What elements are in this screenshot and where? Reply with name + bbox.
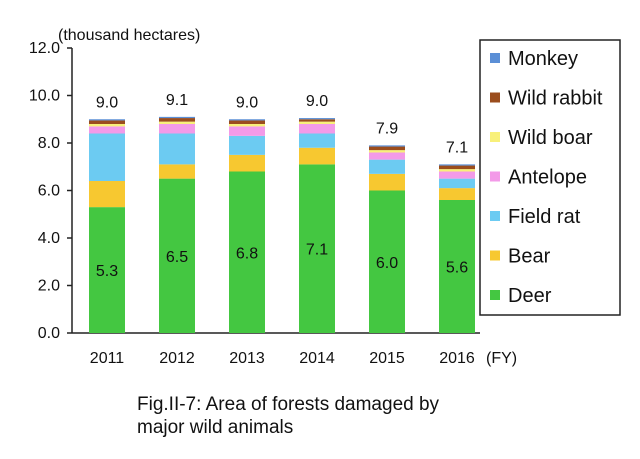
- bar-segment-bear-2016: [439, 188, 475, 200]
- legend-label-wild-rabbit: Wild rabbit: [508, 88, 603, 110]
- bar-segment-antelope-2016: [439, 171, 475, 179]
- deer-value-label-2012: 6.5: [166, 249, 188, 266]
- y-tick-label: 8.0: [38, 135, 60, 152]
- y-tick-label: 10.0: [29, 88, 60, 105]
- x-tick-label-2015: 2015: [369, 350, 405, 367]
- y-axis-unit-label: (thousand hectares): [58, 27, 200, 44]
- legend-box: [479, 39, 621, 316]
- bar-segment-wild-rabbit-2011: [89, 120, 125, 124]
- caption-line-2: major wild animals: [137, 417, 294, 438]
- legend-label-bear: Bear: [508, 246, 551, 268]
- x-tick-label-2014: 2014: [299, 350, 335, 367]
- total-label-2012: 9.1: [166, 92, 188, 109]
- total-label-2014: 9.0: [306, 93, 328, 110]
- figure-caption: Fig.II-7: Area of forests damaged by maj…: [137, 393, 537, 439]
- bar-segment-monkey-2013: [229, 119, 265, 121]
- deer-value-label-2014: 7.1: [306, 242, 328, 259]
- bar-segment-antelope-2013: [229, 126, 265, 136]
- bar-segment-antelope-2012: [159, 124, 195, 134]
- bar-segment-deer-2013: [229, 171, 265, 333]
- bar-segment-wild-rabbit-2013: [229, 120, 265, 124]
- legend-swatch-antelope: [490, 171, 500, 182]
- total-label-2016: 7.1: [446, 139, 468, 156]
- x-tick-label-2013: 2013: [229, 350, 265, 367]
- legend-swatch-field-rat: [490, 211, 500, 221]
- bar-segment-wild-rabbit-2014: [299, 119, 335, 122]
- bar-segment-wild-boar-2015: [369, 150, 405, 153]
- legend-swatch-deer: [490, 290, 500, 300]
- bar-segment-monkey-2012: [159, 116, 195, 119]
- bar-segment-wild-rabbit-2015: [369, 146, 405, 151]
- bar-segment-wild-boar-2011: [89, 124, 125, 127]
- y-tick-label: 0.0: [38, 325, 60, 342]
- x-tick-label-2016: 2016: [439, 350, 475, 367]
- bar-segment-deer-2011: [89, 207, 125, 333]
- bar-segment-monkey-2015: [369, 145, 405, 147]
- y-tick-label: 12.0: [29, 40, 60, 57]
- bar-segment-bear-2011: [89, 181, 125, 208]
- bar-segment-field-rat-2014: [299, 133, 335, 148]
- bar-segment-monkey-2014: [299, 118, 335, 120]
- bar-segment-wild-boar-2016: [439, 169, 475, 172]
- total-label-2015: 7.9: [376, 120, 398, 137]
- legend-label-field-rat: Field rat: [508, 206, 581, 228]
- bar-segment-deer-2015: [369, 190, 405, 333]
- legend-label-monkey: Monkey: [508, 48, 578, 70]
- bar-segment-field-rat-2012: [159, 133, 195, 165]
- bar-segment-monkey-2016: [439, 164, 475, 166]
- bar-segment-deer-2016: [439, 200, 475, 333]
- bar-segment-bear-2013: [229, 154, 265, 172]
- bar-segment-field-rat-2015: [369, 159, 405, 174]
- bar-segment-wild-boar-2014: [299, 121, 335, 124]
- total-label-2011: 9.0: [96, 94, 118, 111]
- deer-value-label-2013: 6.8: [236, 245, 258, 262]
- x-tick-label-2012: 2012: [159, 350, 195, 367]
- bar-segment-wild-rabbit-2012: [159, 118, 195, 122]
- legend-swatch-wild-boar: [490, 132, 500, 142]
- deer-value-label-2011: 5.3: [96, 263, 118, 280]
- deer-value-label-2015: 6.0: [376, 255, 398, 272]
- bar-segment-antelope-2015: [369, 152, 405, 160]
- legend-label-antelope: Antelope: [508, 167, 587, 189]
- deer-value-label-2016: 5.6: [446, 260, 468, 277]
- bar-segment-wild-boar-2013: [229, 124, 265, 127]
- bar-segment-deer-2012: [159, 178, 195, 333]
- y-tick-label: 6.0: [38, 183, 60, 200]
- x-tick-label-2011: 2011: [90, 350, 125, 367]
- bar-segment-deer-2014: [299, 164, 335, 333]
- x-axis-unit-label: (FY): [486, 350, 517, 367]
- bar-segment-bear-2014: [299, 147, 335, 165]
- total-label-2013: 9.0: [236, 94, 258, 111]
- legend-label-deer: Deer: [508, 285, 552, 307]
- legend-label-wild-boar: Wild boar: [508, 127, 593, 149]
- legend-swatch-monkey: [490, 53, 500, 63]
- caption-line-1: Fig.II-7: Area of forests damaged by: [137, 394, 440, 415]
- bar-segment-antelope-2014: [299, 124, 335, 134]
- bar-segment-bear-2015: [369, 173, 405, 191]
- legend-swatch-wild-rabbit: [490, 92, 500, 103]
- bar-segment-field-rat-2016: [439, 178, 475, 189]
- bar-segment-bear-2012: [159, 164, 195, 179]
- y-tick-label: 4.0: [38, 230, 60, 247]
- bar-segment-field-rat-2011: [89, 133, 125, 181]
- bar-segment-monkey-2011: [89, 119, 125, 121]
- y-tick-label: 2.0: [38, 278, 60, 295]
- legend-swatch-bear: [490, 250, 500, 261]
- bar-segment-wild-rabbit-2016: [439, 165, 475, 170]
- bar-segment-field-rat-2013: [229, 135, 265, 155]
- bar-segment-wild-boar-2012: [159, 121, 195, 124]
- bar-segment-antelope-2011: [89, 126, 125, 134]
